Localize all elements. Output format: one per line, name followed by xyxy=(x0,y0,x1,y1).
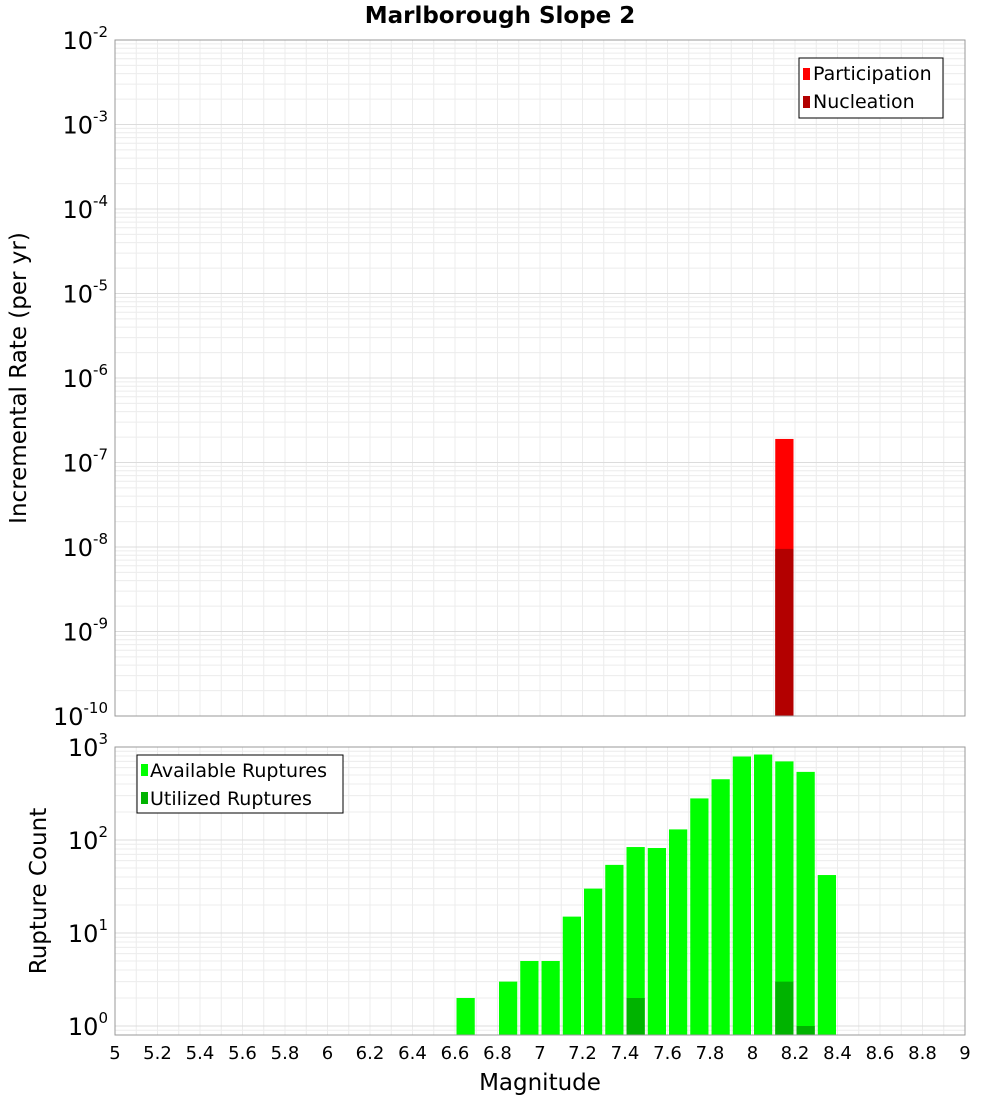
legend-nucleation-label: Nucleation xyxy=(813,91,915,113)
rate-y-tick-label: 10-10 xyxy=(53,699,108,731)
rate-legend-box xyxy=(798,57,944,119)
count-y-tick-label: 101 xyxy=(68,916,108,948)
rate-y-tick-label: 10-7 xyxy=(62,446,108,478)
count-bars xyxy=(456,754,836,1035)
x-tick-label: 5.2 xyxy=(143,1043,172,1064)
x-tick-label: 7.8 xyxy=(696,1043,725,1064)
x-tick-label: 6 xyxy=(322,1043,333,1064)
rate-gridlines xyxy=(114,40,966,717)
x-tick-label: 8.4 xyxy=(823,1043,852,1064)
count-legend: Available Ruptures Utilized Ruptures xyxy=(136,754,344,814)
legend-nucleation-swatch xyxy=(803,96,810,108)
count-bar-a xyxy=(690,798,709,1035)
rate-y-tick-label: 10-8 xyxy=(62,530,108,562)
x-tick-label: 7.4 xyxy=(611,1043,640,1064)
count-bar-a xyxy=(754,754,773,1035)
rate-y-tick-label: 10-3 xyxy=(62,108,108,140)
legend-participation-swatch xyxy=(803,68,810,80)
x-tick-label: 7 xyxy=(534,1043,545,1064)
x-tick-label: 6.2 xyxy=(356,1043,385,1064)
count-bar-a xyxy=(626,847,645,1035)
x-tick-label: 8.6 xyxy=(866,1043,895,1064)
count-bar-a xyxy=(732,756,751,1035)
rate-y-tick-label: 10-2 xyxy=(62,23,108,55)
rate-legend: Participation Nucleation xyxy=(798,57,944,119)
count-bar-a xyxy=(647,848,666,1035)
rate-y-tick-label: 10-5 xyxy=(62,277,108,309)
count-bar-a xyxy=(562,916,581,1035)
count-bar-a xyxy=(584,888,603,1035)
x-tick-label: 5.4 xyxy=(186,1043,215,1064)
count-bar-a xyxy=(605,864,624,1035)
x-tick-label: 5 xyxy=(109,1043,120,1064)
count-bar-a xyxy=(796,771,815,1035)
x-tick-label: 7.2 xyxy=(568,1043,597,1064)
count-bar-a xyxy=(775,761,794,1035)
x-tick-label: 8.2 xyxy=(781,1043,810,1064)
count-y-tick-labels: 100 101 102 103 xyxy=(68,730,108,1041)
rate-plot-frame xyxy=(114,39,966,717)
rate-panel: 10-10 10-9 10-8 10-7 10-6 10-5 10-4 10-3 10-2 In… xyxy=(6,23,966,731)
count-y-tick-label: 103 xyxy=(68,730,108,762)
rate-y-tick-labels: 10-10 10-9 10-8 10-7 10-6 10-5 10-4 10-3 10-2 xyxy=(53,23,108,731)
x-tick-label: 6.6 xyxy=(441,1043,470,1064)
count-bar-a xyxy=(817,875,836,1035)
count-bar-a xyxy=(669,829,688,1035)
legend-utilized-swatch xyxy=(141,792,148,804)
count-bar-b xyxy=(775,981,794,1035)
count-y-tick-label: 102 xyxy=(68,823,108,855)
count-bar-b xyxy=(626,997,645,1035)
legend-participation-label: Participation xyxy=(813,63,932,85)
count-bar-a xyxy=(711,779,730,1035)
rate-y-tick-label: 10-6 xyxy=(62,361,108,393)
x-tick-label: 8 xyxy=(747,1043,758,1064)
x-tick-labels: 5 5.2 5.4 5.6 5.8 6 6.2 6.4 6.6 6.8 7 7.2 7.4 7.6 7.8 8… xyxy=(109,1043,970,1064)
count-bar-b xyxy=(796,1025,815,1035)
count-bar-a xyxy=(520,960,539,1035)
x-axis-label: Magnitude xyxy=(479,1070,601,1096)
count-panel: 100 101 102 103 Rupture Count Available Rup… xyxy=(26,730,966,1041)
legend-available-label: Available Ruptures xyxy=(150,760,327,782)
count-legend-box xyxy=(136,754,344,814)
count-bar-a xyxy=(456,997,475,1035)
count-y-axis-label: Rupture Count xyxy=(26,808,52,974)
x-tick-label: 5.6 xyxy=(228,1043,257,1064)
rate-y-axis-label: Incremental Rate (per yr) xyxy=(6,232,32,524)
rate-bars xyxy=(775,438,794,716)
rate-y-tick-label: 10-9 xyxy=(62,615,108,647)
count-bar-a xyxy=(541,960,560,1035)
rate-bar-b xyxy=(775,548,794,716)
rate-y-tick-label: 10-4 xyxy=(62,192,108,224)
chart-title: Marlborough Slope 2 xyxy=(365,3,636,29)
x-tick-label: 9 xyxy=(959,1043,970,1064)
count-y-tick-label: 100 xyxy=(68,1009,108,1041)
x-tick-label: 5.8 xyxy=(271,1043,300,1064)
legend-utilized-label: Utilized Ruptures xyxy=(150,788,312,810)
x-tick-label: 6.8 xyxy=(483,1043,512,1064)
x-tick-label: 8.8 xyxy=(908,1043,937,1064)
x-tick-label: 6.4 xyxy=(398,1043,427,1064)
count-plot-frame xyxy=(114,746,966,1036)
legend-available-swatch xyxy=(141,764,148,776)
count-bar-a xyxy=(499,981,518,1035)
x-tick-label: 7.6 xyxy=(653,1043,682,1064)
